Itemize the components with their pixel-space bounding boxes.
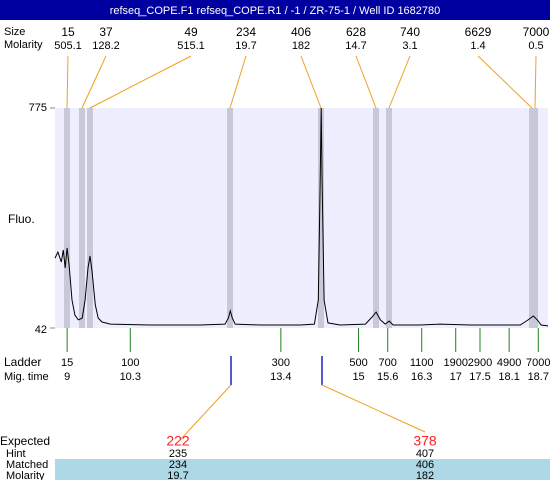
peak-band [386,108,392,328]
size-label: Size [4,26,25,38]
peak-band [373,108,379,328]
peak-connector [300,55,322,109]
peak-molarity: 182 [292,40,310,52]
peak-band [318,108,324,328]
expected-size: 222 [166,433,190,449]
ladder-label: Ladder [4,355,41,369]
expected-size: 378 [413,433,437,449]
ladder-time: 17.5 [469,371,490,383]
molarity: 19.7 [167,470,188,480]
matched-rows-bg [55,459,550,480]
peak-connector [66,55,69,109]
title: refseq_COPE.F1 refseq_COPE.R1 / -1 / ZR-… [110,5,441,17]
peak-size: 49 [184,25,198,39]
y-tick-label: 775 [29,102,47,114]
peak-molarity: 128.2 [92,40,120,52]
peak-connector [355,55,377,109]
peak-size: 740 [400,25,420,39]
ladder-size: 7000 [526,357,550,369]
peak-molarity: 505.1 [54,40,82,52]
peak-connector [477,55,533,109]
hint-label: Hint [6,448,26,460]
peak-size: 6629 [465,25,492,39]
ladder-size: 2900 [468,357,492,369]
peak-band [87,108,93,328]
ladder-size: 4900 [497,357,521,369]
peak-molarity: 515.1 [177,40,205,52]
expected-connector [321,384,426,433]
ladder-time: 18.1 [498,371,519,383]
ladder-size: 1900 [443,357,467,369]
ladder-size: 300 [272,357,290,369]
peak-connector [229,55,247,109]
ladder-size: 700 [379,357,397,369]
peak-band [227,108,233,328]
plot-area [55,108,548,328]
peak-molarity: 14.7 [345,40,366,52]
peak-band [79,108,85,328]
peak-connector [534,55,537,109]
expected-label: Expected [0,434,50,448]
ladder-time: 13.4 [270,371,291,383]
ladder-size: 100 [121,357,139,369]
y-tick-label: 42 [35,324,47,336]
title-bar [0,0,550,20]
ladder-size: 500 [349,357,367,369]
ladder-size: 1100 [410,357,434,369]
hint: 235 [169,448,187,460]
ladder-time: 9 [64,371,70,383]
ladder-time: 18.7 [528,371,549,383]
peak-molarity: 0.5 [528,40,543,52]
peak-band [532,108,538,328]
peak-molarity: 19.7 [235,40,256,52]
trace [54,107,549,327]
hint: 407 [416,448,434,460]
matched: 406 [416,459,434,471]
peak-connector [89,55,192,109]
molarity-label: Molarity [4,39,43,51]
peak-size: 628 [346,25,366,39]
peak-connector [388,55,411,109]
molarity: 182 [416,470,434,480]
y-axis-label: Fluo. [8,212,35,226]
peak-size: 15 [61,25,75,39]
expected-connector [179,384,232,441]
peak-band [64,108,70,328]
peak-size: 234 [236,25,256,39]
ladder-time: 16.3 [411,371,432,383]
peak-size: 37 [99,25,113,39]
peak-molarity: 3.1 [402,40,417,52]
mig-time-label: Mig. time [4,371,49,383]
matched: 234 [169,459,187,471]
peak-connector [81,55,107,109]
peak-size: 406 [291,25,311,39]
ladder-size: 15 [61,357,73,369]
ladder-time: 17 [450,371,462,383]
ladder-time: 15.6 [377,371,398,383]
ladder-time: 10.3 [120,371,141,383]
ladder-time: 15 [352,371,364,383]
peak-molarity: 1.4 [470,40,485,52]
peak-size: 7000 [523,25,550,39]
molarity-row-label: Molarity [6,470,45,480]
matched-label: Matched [6,459,48,471]
